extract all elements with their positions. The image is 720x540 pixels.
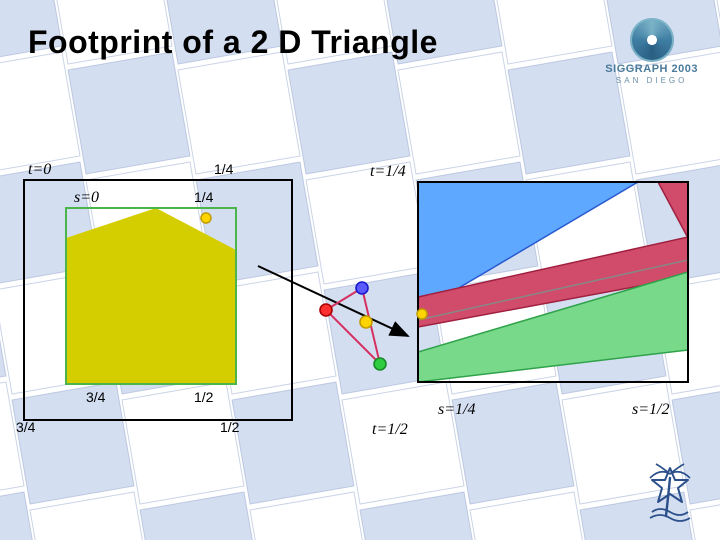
conference-location: SAN DIEGO	[605, 77, 698, 85]
right-panel: t=1/4 t=1/2 s=1/4 s=1/2	[368, 162, 708, 442]
svg-text:1/4: 1/4	[214, 162, 234, 177]
svg-text:1/4: 1/4	[194, 189, 214, 205]
svg-text:t=1/4: t=1/4	[370, 163, 406, 180]
svg-text:t=0: t=0	[28, 162, 51, 178]
conference-name: SIGGRAPH 2003	[605, 64, 698, 75]
spiral-icon	[630, 18, 674, 62]
svg-text:3/4: 3/4	[16, 419, 36, 435]
slide-title: Footprint of a 2 D Triangle	[28, 24, 438, 61]
svg-text:3/4: 3/4	[86, 389, 106, 405]
svg-text:s=1/4: s=1/4	[438, 401, 475, 418]
palm-icon	[646, 462, 694, 522]
svg-text:1/2: 1/2	[194, 389, 214, 405]
svg-text:t=1/2: t=1/2	[372, 421, 408, 438]
conference-logo: SIGGRAPH 2003 SAN DIEGO	[605, 18, 698, 85]
svg-text:s=0: s=0	[74, 189, 99, 206]
svg-text:1/2: 1/2	[220, 419, 240, 435]
svg-text:s=1/2: s=1/2	[632, 401, 669, 418]
